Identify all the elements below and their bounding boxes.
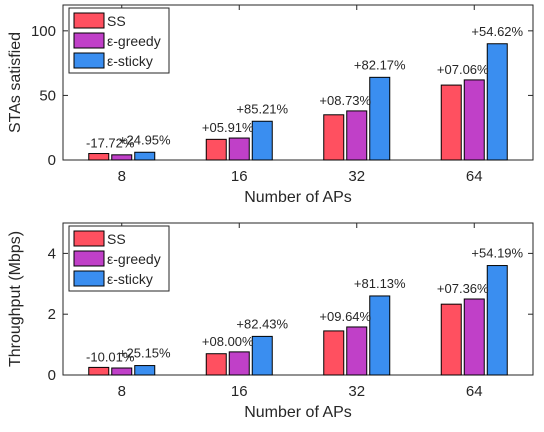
bar-ss-16 [205, 138, 227, 161]
annotation-low: -17.72% [86, 136, 135, 151]
legend-swatch [73, 32, 105, 49]
x-tick-label: 64 [466, 168, 483, 185]
chart-1: 0 50 100 8 -17.72%+24.95% 16 +05.91% +85.21% 32 +… [7, 4, 534, 206]
x-tick-label: 64 [466, 383, 483, 400]
annotation-high: +82.17% [354, 57, 406, 72]
y-tick-label: 50 [39, 87, 56, 104]
x-tick-label: 8 [118, 168, 126, 185]
bar-greedy-32 [346, 326, 368, 376]
annotation-high: +81.13% [354, 276, 406, 291]
legend: SS ε-greedy ε-sticky [68, 7, 170, 74]
x-tick-label: 16 [231, 168, 248, 185]
bar-sticky-16 [251, 335, 273, 376]
bar-ss-32 [323, 114, 345, 161]
y-tick-label: 100 [31, 23, 56, 40]
legend-swatch [73, 270, 105, 287]
y-tick-label: 4 [48, 245, 56, 262]
bar-sticky-32 [369, 295, 391, 376]
bar-ss-64 [440, 84, 462, 161]
bar-sticky-8 [134, 365, 156, 376]
annotation-high: +85.21% [236, 101, 288, 116]
x-axis-label: Number of APs [244, 404, 352, 421]
y-tick-label: 0 [48, 152, 56, 169]
annotation-low: -10.01% [86, 349, 135, 364]
bar-ss-16 [205, 353, 227, 376]
annotation-high: +24.95% [119, 132, 171, 147]
bar-ss-8 [88, 153, 110, 161]
bar-sticky-64 [486, 265, 508, 376]
y-tick-label: 2 [48, 306, 56, 323]
bar-greedy-64 [463, 79, 485, 161]
y-tick-label: 0 [48, 367, 56, 384]
x-tick-label: 32 [348, 168, 365, 185]
y-axis-label: STAs satisfied [7, 32, 24, 133]
plot-area [62, 4, 534, 161]
bar-greedy-8 [111, 367, 133, 376]
legend-swatch [73, 52, 105, 69]
legend-label: SS [107, 13, 126, 29]
annotation-low: +05.91% [202, 120, 254, 135]
annotation-low: +09.64% [319, 309, 371, 324]
legend-label: SS [107, 231, 126, 247]
legend: SS ε-greedy ε-sticky [68, 225, 170, 292]
legend-label: ε-sticky [107, 271, 153, 287]
bar-greedy-64 [463, 298, 485, 376]
bar-greedy-16 [228, 351, 250, 376]
bar-greedy-8 [111, 154, 133, 161]
x-axis-label: Number of APs [244, 189, 352, 206]
bar-sticky-64 [486, 43, 508, 161]
bar-ss-32 [323, 330, 345, 376]
chart-2: 0 2 4 8 -10.01%+25.15% 16 +08.00% +82.43% 32 +09.… [7, 222, 534, 421]
bar-sticky-8 [134, 151, 156, 161]
annotation-high: +25.15% [119, 346, 171, 361]
bar-greedy-16 [228, 137, 250, 161]
legend-label: ε-greedy [107, 251, 161, 267]
annotation-low: +08.73% [319, 93, 371, 108]
annotation-low: +08.00% [202, 334, 254, 349]
x-tick-label: 32 [348, 383, 365, 400]
legend-label: ε-sticky [107, 53, 153, 69]
annotation-low: +07.36% [437, 281, 489, 296]
legend-swatch [73, 230, 105, 247]
x-tick-label: 16 [231, 383, 248, 400]
bar-sticky-16 [251, 120, 273, 161]
y-axis-label: Throughput (Mbps) [7, 231, 24, 367]
legend-swatch [73, 250, 105, 267]
plot-area [62, 222, 534, 376]
annotation-low: +07.06% [437, 62, 489, 77]
legend-label: ε-greedy [107, 33, 161, 49]
bar-ss-64 [440, 303, 462, 376]
x-tick-label: 8 [118, 383, 126, 400]
legend-swatch [73, 12, 105, 29]
annotation-high: +54.19% [471, 246, 523, 261]
annotation-high: +82.43% [236, 316, 288, 331]
annotation-high: +54.62% [471, 24, 523, 39]
bar-greedy-32 [346, 110, 368, 161]
bar-sticky-32 [369, 76, 391, 161]
bar-ss-8 [88, 366, 110, 376]
